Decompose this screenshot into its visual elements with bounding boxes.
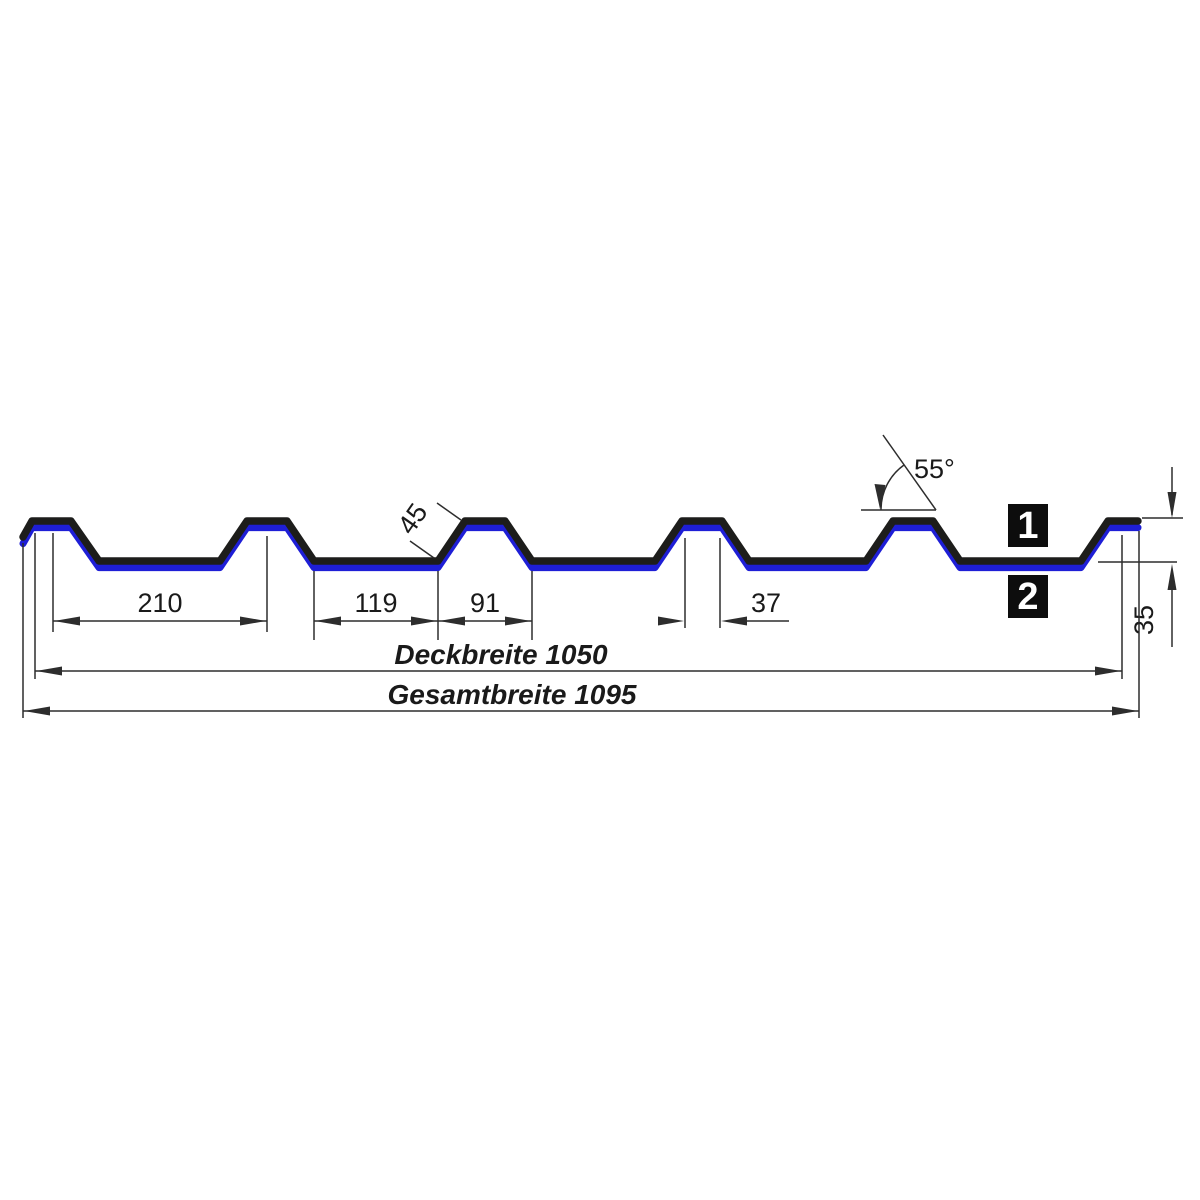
arrowhead-up-icon	[1167, 564, 1177, 590]
side-markers: 1 2	[1008, 504, 1048, 618]
dim-rib-spacing-value: 210	[137, 588, 182, 618]
arrowhead-left-icon	[54, 616, 80, 626]
arrowhead-down-icon	[874, 484, 886, 509]
arrowhead-right-icon	[1112, 706, 1138, 716]
angle-slant-line	[882, 434, 937, 511]
slope-tick-line	[409, 540, 435, 559]
dim-valley-width: 119	[313, 571, 439, 640]
sheet-steel-outline	[19, 517, 1142, 565]
arrowhead-left-icon	[721, 616, 747, 626]
arrowhead-left-icon	[315, 616, 341, 626]
dim-rib-spacing: 210	[52, 533, 268, 632]
sheet-cross-section	[19, 517, 1142, 572]
marker-top-face-number: 1	[1017, 505, 1038, 547]
dim-rib-base-width-value: 91	[470, 588, 500, 618]
arrowhead-right-icon	[658, 616, 684, 626]
arrowhead-right-icon	[505, 616, 531, 626]
arrowhead-right-icon	[1095, 666, 1121, 676]
dim-profile-height-value: 35	[1129, 605, 1159, 635]
arrowhead-down-icon	[1167, 492, 1177, 518]
arrowhead-left-icon	[36, 666, 62, 676]
marker-bottom-face-number: 2	[1017, 576, 1038, 618]
dim-overall-width: Gesamtbreite 1095	[22, 531, 1140, 718]
dim-flank-length-value: 45	[392, 498, 434, 540]
dim-rib-top-width-value: 37	[751, 588, 781, 618]
dim-profile-height: 35	[1098, 467, 1183, 647]
arrowhead-left-icon	[439, 616, 465, 626]
marker-top-face-box	[1008, 504, 1048, 547]
dim-rib-top-width: 37	[658, 538, 789, 628]
dim-flank-angle: 55°	[861, 434, 955, 511]
dim-cover-width-label: Deckbreite 1050	[394, 639, 608, 670]
slope-tick-line	[436, 502, 462, 521]
arrowhead-left-icon	[24, 706, 50, 716]
dim-overall-width-label: Gesamtbreite 1095	[387, 679, 636, 710]
arrowhead-right-icon	[411, 616, 437, 626]
dim-cover-width: Deckbreite 1050	[34, 533, 1123, 679]
angle-arc	[880, 464, 905, 511]
marker-bottom-face-box	[1008, 575, 1048, 618]
arrowhead-right-icon	[240, 616, 266, 626]
dim-flank-angle-value: 55°	[914, 454, 955, 484]
dim-rib-base-width: 91	[438, 571, 533, 640]
dim-valley-width-value: 119	[354, 588, 397, 618]
